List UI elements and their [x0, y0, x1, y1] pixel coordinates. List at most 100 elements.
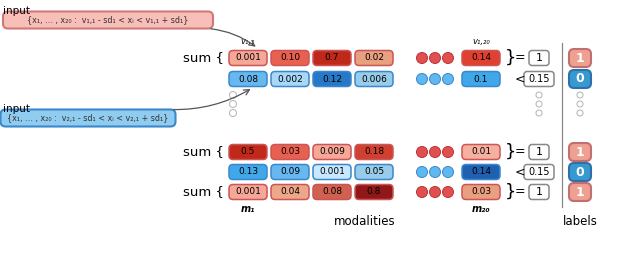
Circle shape [442, 53, 454, 63]
Circle shape [536, 92, 542, 98]
Text: 1: 1 [536, 187, 543, 197]
FancyBboxPatch shape [569, 163, 591, 181]
Text: =: = [515, 52, 525, 64]
FancyBboxPatch shape [229, 164, 267, 180]
FancyBboxPatch shape [462, 144, 500, 159]
Circle shape [429, 53, 440, 63]
FancyBboxPatch shape [313, 164, 351, 180]
Text: 1: 1 [575, 185, 584, 199]
Text: 0.12: 0.12 [322, 74, 342, 83]
FancyBboxPatch shape [313, 144, 351, 159]
FancyBboxPatch shape [569, 70, 591, 88]
Circle shape [442, 186, 454, 198]
Text: 0.8: 0.8 [367, 188, 381, 196]
Text: 0.1: 0.1 [474, 74, 488, 83]
Text: 0.13: 0.13 [238, 168, 258, 176]
FancyBboxPatch shape [229, 50, 267, 65]
Text: 0.08: 0.08 [322, 188, 342, 196]
Text: m₂₀: m₂₀ [472, 204, 490, 214]
Text: 0.001: 0.001 [319, 168, 345, 176]
Circle shape [577, 110, 583, 116]
Text: 0.006: 0.006 [361, 74, 387, 83]
FancyBboxPatch shape [355, 185, 393, 200]
Text: sum {: sum { [183, 185, 224, 199]
FancyBboxPatch shape [313, 50, 351, 65]
FancyBboxPatch shape [355, 164, 393, 180]
Text: labels: labels [563, 215, 597, 228]
Text: <: < [515, 165, 525, 179]
Text: 0.09: 0.09 [280, 168, 300, 176]
Text: 0: 0 [575, 73, 584, 85]
Text: v₁,₂₀: v₁,₂₀ [472, 37, 490, 46]
Circle shape [429, 73, 440, 84]
FancyBboxPatch shape [355, 144, 393, 159]
FancyBboxPatch shape [271, 185, 309, 200]
FancyBboxPatch shape [462, 72, 500, 87]
Circle shape [230, 100, 237, 108]
FancyBboxPatch shape [1, 109, 175, 127]
FancyBboxPatch shape [524, 72, 554, 87]
FancyBboxPatch shape [271, 50, 309, 65]
Text: 0.18: 0.18 [364, 148, 384, 156]
Text: 0.04: 0.04 [280, 188, 300, 196]
Text: 0.15: 0.15 [528, 167, 550, 177]
FancyBboxPatch shape [271, 164, 309, 180]
Text: 0.5: 0.5 [241, 148, 255, 156]
FancyBboxPatch shape [462, 185, 500, 200]
Circle shape [577, 92, 583, 98]
Text: 0.03: 0.03 [471, 188, 491, 196]
Circle shape [417, 73, 428, 84]
Text: 0.002: 0.002 [277, 74, 303, 83]
FancyBboxPatch shape [569, 143, 591, 161]
FancyBboxPatch shape [229, 185, 267, 200]
Circle shape [442, 73, 454, 84]
Circle shape [230, 92, 237, 99]
Text: <: < [515, 73, 525, 85]
FancyBboxPatch shape [229, 72, 267, 87]
Circle shape [536, 101, 542, 107]
FancyBboxPatch shape [313, 185, 351, 200]
Text: 1: 1 [575, 52, 584, 64]
FancyBboxPatch shape [271, 72, 309, 87]
Text: sum {: sum { [183, 52, 224, 64]
Text: =: = [515, 145, 525, 159]
FancyBboxPatch shape [462, 164, 500, 180]
Text: 1: 1 [536, 147, 543, 157]
Text: 0.001: 0.001 [235, 188, 261, 196]
Circle shape [429, 186, 440, 198]
Text: input: input [3, 104, 30, 114]
Text: 0.10: 0.10 [280, 53, 300, 63]
Text: 0.15: 0.15 [528, 74, 550, 84]
Text: 0.14: 0.14 [471, 53, 491, 63]
Circle shape [417, 166, 428, 178]
Circle shape [230, 109, 237, 117]
Text: {x₁, … , x₂₀ :  v₁,₁ - sd₁ < xᵢ < v₁,₁ + sd₁}: {x₁, … , x₂₀ : v₁,₁ - sd₁ < xᵢ < v₁,₁ + … [28, 16, 189, 24]
Text: 0.08: 0.08 [238, 74, 258, 83]
FancyBboxPatch shape [3, 12, 213, 28]
Text: 0.009: 0.009 [319, 148, 345, 156]
Circle shape [417, 186, 428, 198]
Circle shape [417, 146, 428, 158]
FancyBboxPatch shape [569, 49, 591, 67]
FancyBboxPatch shape [529, 185, 549, 200]
Text: sum {: sum { [183, 145, 224, 159]
Text: modalities: modalities [333, 215, 396, 228]
FancyBboxPatch shape [529, 50, 549, 65]
FancyBboxPatch shape [524, 164, 554, 180]
FancyBboxPatch shape [355, 50, 393, 65]
FancyBboxPatch shape [462, 50, 500, 65]
Circle shape [417, 53, 428, 63]
Text: 0.05: 0.05 [364, 168, 384, 176]
Text: 0.01: 0.01 [471, 148, 491, 156]
Text: 0.001: 0.001 [235, 53, 261, 63]
Text: }: } [505, 143, 516, 161]
Text: }: } [505, 49, 516, 67]
FancyBboxPatch shape [313, 72, 351, 87]
Text: m₁: m₁ [241, 204, 255, 214]
Text: {x₁, … , x₂₀ :  v₂,₁ - sd₁ < xᵢ < v₂,₁ + sd₁}: {x₁, … , x₂₀ : v₂,₁ - sd₁ < xᵢ < v₂,₁ + … [7, 114, 169, 123]
FancyBboxPatch shape [271, 144, 309, 159]
Text: v₁,₁: v₁,₁ [241, 37, 255, 46]
FancyBboxPatch shape [529, 144, 549, 159]
Text: 1: 1 [536, 53, 543, 63]
Circle shape [442, 146, 454, 158]
